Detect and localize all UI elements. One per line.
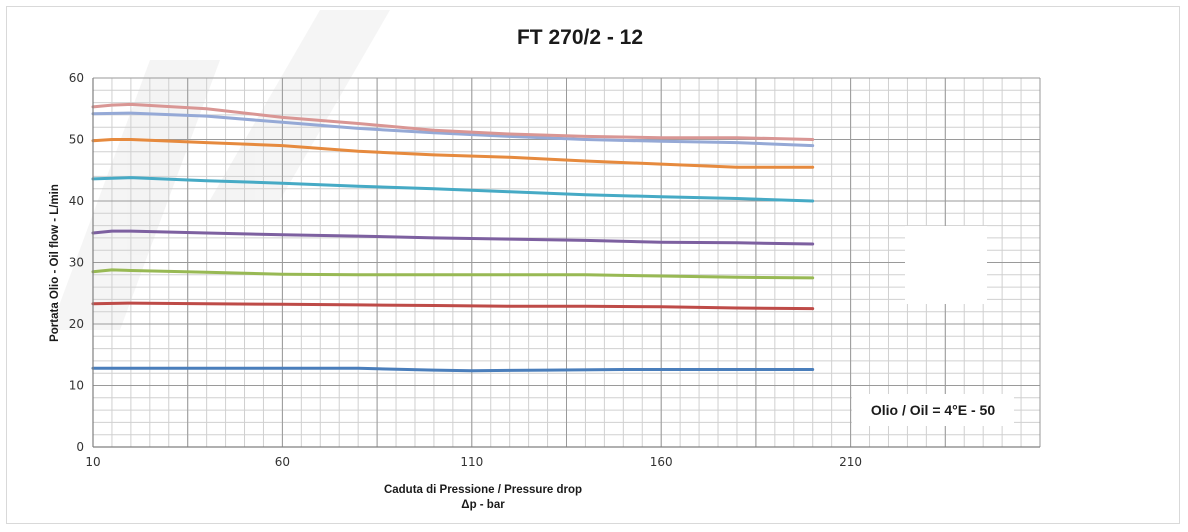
x-tick-label: 160 (650, 455, 673, 469)
x-tick-label: 210 (839, 455, 862, 469)
x-tick-labels: 10 60 110 160 210 (85, 455, 862, 469)
series-line-3 (91, 268, 815, 280)
y-tick-label: 60 (69, 71, 84, 85)
annotation-box: Olio / Oil = 4°E - 50 (852, 394, 1014, 426)
grid-major (92, 77, 1041, 448)
y-tick-label: 30 (69, 256, 84, 270)
legend-blank-box (905, 226, 987, 304)
y-tick-label: 50 (69, 133, 84, 147)
y-tick-label: 10 (69, 379, 84, 393)
axis-lines (92, 78, 1040, 448)
x-axis-title: Caduta di Pressione / Pressure drop (384, 484, 582, 496)
series-layer (91, 102, 815, 373)
x-tick-label: 110 (460, 455, 483, 469)
series-line-2 (91, 301, 815, 311)
series-line-1 (91, 366, 815, 373)
y-tick-label: 40 (69, 194, 84, 208)
y-tick-label: 0 (76, 440, 84, 454)
x-tick-label: 60 (275, 455, 290, 469)
series-line-4 (91, 229, 815, 246)
oil-annotation: Olio / Oil = 4°E - 50 (871, 402, 995, 418)
y-tick-label: 20 (69, 317, 84, 331)
chart-title: FT 270/2 - 12 (517, 26, 643, 49)
y-tick-labels: 0 10 20 30 40 50 60 (69, 71, 84, 454)
series-line-8 (91, 102, 815, 141)
series-line-6 (91, 138, 815, 169)
series-line-5 (91, 176, 815, 203)
y-axis-title: Portata Olio - Oil flow - L/min (49, 184, 61, 342)
x-axis-unit: Δp - bar (461, 499, 505, 511)
series-line-7 (91, 111, 815, 148)
x-tick-label: 10 (85, 455, 100, 469)
